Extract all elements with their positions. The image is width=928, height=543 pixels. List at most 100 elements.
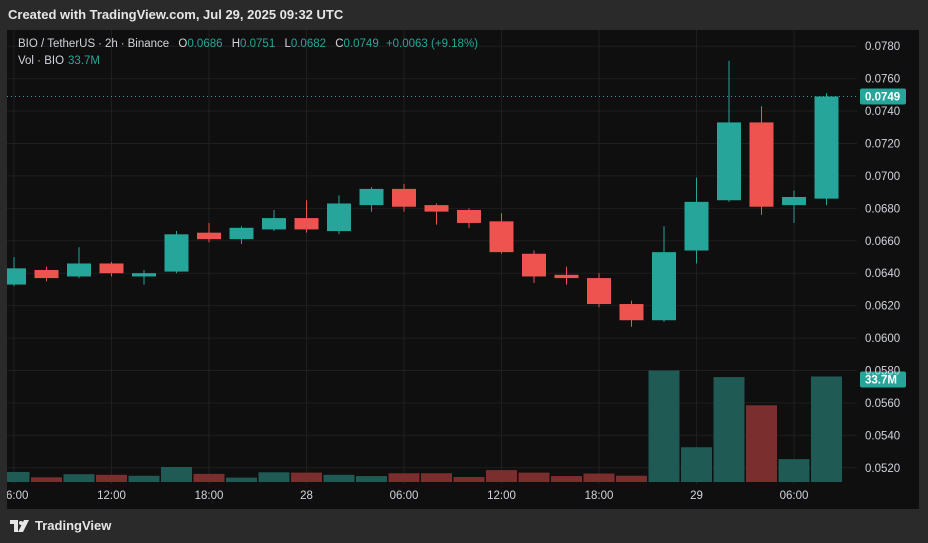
candle-body xyxy=(262,218,286,230)
candle-body xyxy=(717,122,741,201)
x-tick-label: 12:00 xyxy=(487,490,516,502)
candle-body xyxy=(489,221,514,253)
brand-name: TradingView xyxy=(35,518,112,533)
candle-body xyxy=(67,263,91,277)
high-key: H xyxy=(231,38,241,50)
y-tick-label: 0.0620 xyxy=(865,301,900,313)
candle-body xyxy=(782,197,806,206)
volume-bar xyxy=(583,473,615,482)
candle-body xyxy=(197,232,221,240)
y-tick-label: 0.0520 xyxy=(865,463,900,475)
volume-bar xyxy=(7,471,30,482)
top-bar: Created with TradingView.com, Jul 29, 20… xyxy=(0,0,928,30)
chart-panel[interactable]: 0.0749 33.7M 0.0780 0.0760 0.0740 0.0720 0.07… xyxy=(7,30,919,509)
change-value: +0.0063 (+9.18%) xyxy=(385,38,479,50)
snapshot-caption: Created with TradingView.com, Jul 29, 20… xyxy=(8,7,344,22)
time-axis: 06:00 12:00 18:00 28 06:00 12:00 18:00 29 06:00 xyxy=(7,490,808,502)
candle-body xyxy=(587,278,611,305)
volume-value: 33.7M xyxy=(68,55,100,67)
tradingview-logo-icon xyxy=(10,519,29,532)
candle-body xyxy=(554,274,579,279)
low-value: 0.0682 xyxy=(290,38,327,50)
y-tick-label: 0.0640 xyxy=(865,268,900,280)
candle-body xyxy=(619,304,644,321)
y-tick-label: 0.0600 xyxy=(865,333,900,345)
current-price-label: 0.0749 xyxy=(865,91,900,103)
volume-bar xyxy=(356,476,387,482)
candle-body xyxy=(99,263,124,274)
volume-bar xyxy=(486,470,517,482)
chart-legend: BIO / TetherUS · 2h · Binance O0.0686 H0.075… xyxy=(18,36,478,70)
volume-bar xyxy=(811,376,842,482)
volume-legend-row: Vol · BIO 33.7M xyxy=(18,53,478,70)
y-tick-label: 0.0700 xyxy=(865,171,900,183)
close-key: C xyxy=(335,38,344,50)
price-axis: 0.0780 0.0760 0.0740 0.0720 0.0700 0.0680 0.06… xyxy=(865,41,900,475)
candle-body xyxy=(457,209,481,223)
candle-body xyxy=(652,252,676,321)
y-tick-label: 0.0560 xyxy=(865,398,900,410)
volume-bar xyxy=(291,472,322,482)
volume-bar xyxy=(746,405,777,482)
x-tick-label: 06:00 xyxy=(780,490,809,502)
volume-bar xyxy=(453,476,485,482)
volume-label[interactable]: Vol · BIO xyxy=(18,55,65,67)
close-value: 0.0749 xyxy=(343,38,379,50)
candle-body xyxy=(522,253,546,277)
candle-body xyxy=(749,122,774,207)
candle-body xyxy=(229,227,254,240)
candle-body xyxy=(34,269,59,279)
candle-body xyxy=(132,273,156,277)
volume-bar xyxy=(616,475,647,482)
candle-body xyxy=(684,201,709,251)
candle-body xyxy=(424,205,449,212)
x-tick-label: 28 xyxy=(300,490,313,502)
x-tick-label: 29 xyxy=(690,490,703,502)
candles xyxy=(7,60,839,327)
y-tick-label: 0.0740 xyxy=(865,106,900,118)
volume-bar xyxy=(193,473,225,482)
y-tick-label: 0.0580 xyxy=(865,366,900,378)
current-price-tag xyxy=(860,88,906,105)
volume-bar xyxy=(96,474,127,482)
interval-label[interactable]: 2h xyxy=(104,38,118,50)
candle-body xyxy=(7,268,26,285)
y-tick-label: 0.0760 xyxy=(865,74,900,86)
x-tick-label: 06:00 xyxy=(390,490,419,502)
y-tick-label: 0.0660 xyxy=(865,236,900,248)
y-tick-label: 0.0780 xyxy=(865,41,900,53)
volume-bar xyxy=(551,476,582,482)
volume-bar xyxy=(258,472,290,482)
low-key: L xyxy=(284,38,291,50)
y-tick-label: 0.0540 xyxy=(865,430,900,442)
symbol-name[interactable]: BIO / TetherUS xyxy=(18,38,96,50)
volume-bar xyxy=(681,447,712,482)
tradingview-brand[interactable]: TradingView xyxy=(10,518,111,533)
current-volume-tag xyxy=(860,371,906,388)
x-tick-label: 18:00 xyxy=(585,490,614,502)
volume-bar xyxy=(778,459,810,482)
volume-bar xyxy=(648,370,680,482)
volume-bar xyxy=(518,472,550,482)
x-tick-label: 12:00 xyxy=(97,490,126,502)
price-overlay: 0.0749 33.7M xyxy=(7,88,906,388)
volume-bar xyxy=(388,473,420,482)
volume-bars xyxy=(7,370,842,482)
volume-bar xyxy=(128,475,160,482)
y-tick-label: 0.0720 xyxy=(865,139,900,151)
footer-bar: TradingView xyxy=(0,509,928,543)
volume-bar xyxy=(63,474,95,482)
candle-body xyxy=(359,188,384,206)
candle-body xyxy=(392,188,416,207)
current-volume-label: 33.7M xyxy=(865,374,897,386)
y-tick-label: 0.0680 xyxy=(865,203,900,215)
open-value: 0.0686 xyxy=(187,38,223,50)
volume-bar xyxy=(323,474,355,482)
high-value: 0.0751 xyxy=(240,38,276,50)
volume-bar xyxy=(713,377,745,482)
open-key: O xyxy=(178,38,188,50)
x-tick-label: 06:00 xyxy=(7,490,28,502)
candle-body xyxy=(814,96,839,199)
ohlc-legend-row: BIO / TetherUS · 2h · Binance O0.0686 H0.075… xyxy=(18,38,479,50)
